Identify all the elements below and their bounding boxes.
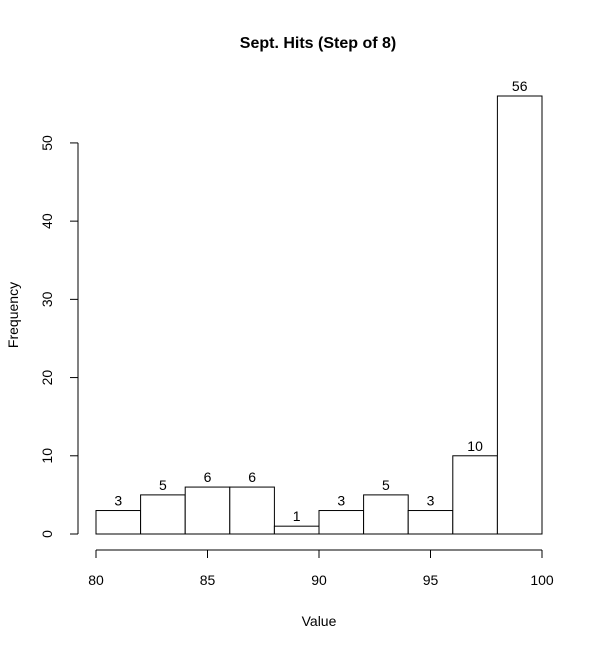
bars-group xyxy=(95,95,543,535)
histogram-bar xyxy=(273,525,320,535)
bar-value-label: 6 xyxy=(204,469,212,485)
histogram-bar xyxy=(496,95,543,535)
y-tick-label: 50 xyxy=(39,135,55,151)
bar-value-label: 1 xyxy=(293,508,301,524)
bar-value-label: 6 xyxy=(248,469,256,485)
y-tick-label: 30 xyxy=(39,291,55,307)
x-tick-label: 90 xyxy=(311,572,327,588)
bar-value-label: 3 xyxy=(337,493,345,509)
chart-title: Sept. Hits (Step of 8) xyxy=(240,35,396,52)
x-tick-label: 85 xyxy=(200,572,216,588)
x-tick-label: 100 xyxy=(530,572,554,588)
bar-value-label: 5 xyxy=(382,477,390,493)
histogram-bar xyxy=(140,494,186,535)
bar-value-label: 5 xyxy=(159,477,167,493)
histogram-bar xyxy=(184,486,231,535)
y-tick-label: 20 xyxy=(39,370,55,386)
y-axis-label: Frequency xyxy=(5,282,21,348)
histogram-bar xyxy=(363,494,409,535)
x-tick-label: 80 xyxy=(88,572,104,588)
x-axis-label: Value xyxy=(302,613,337,629)
x-tick-label: 95 xyxy=(423,572,439,588)
histogram-bar xyxy=(318,510,365,535)
histogram-bar xyxy=(229,486,275,535)
bar-value-label: 10 xyxy=(467,438,483,454)
y-tick-label: 0 xyxy=(39,530,55,538)
y-tick-label: 40 xyxy=(39,213,55,229)
bar-value-label: 56 xyxy=(512,78,528,94)
x-axis: 80 85 90 95 100 xyxy=(88,549,554,588)
histogram-bar xyxy=(95,510,142,535)
histogram-bar xyxy=(452,455,498,535)
histogram-bar xyxy=(407,510,454,535)
y-axis: 0 10 20 30 40 50 xyxy=(39,135,79,538)
bar-value-label: 3 xyxy=(114,493,122,509)
y-tick-label: 10 xyxy=(39,448,55,464)
bar-value-label: 3 xyxy=(427,493,435,509)
